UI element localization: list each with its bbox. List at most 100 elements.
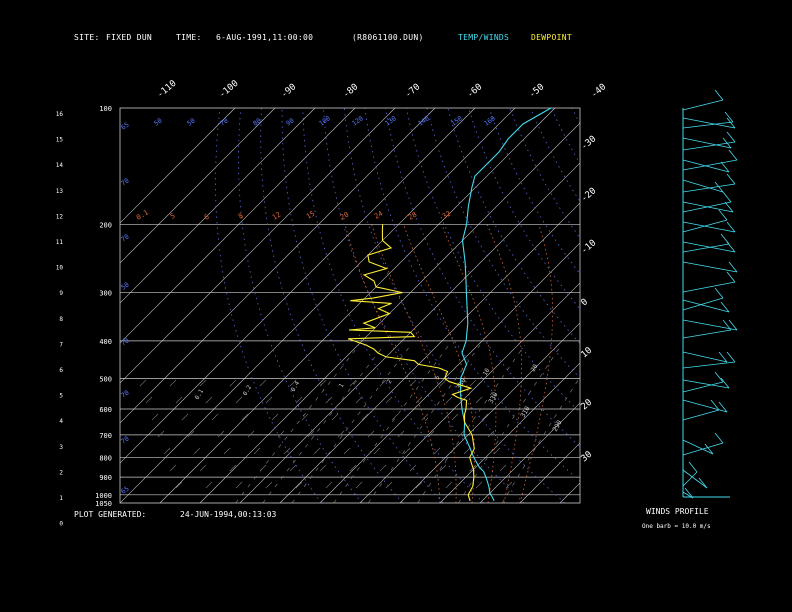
grid-dash [199,464,207,472]
isotherm [559,482,580,503]
isotherm [199,122,580,503]
upper-label: 20 [339,211,350,222]
upper-label: 12 [271,211,282,222]
wind-barb [682,243,730,253]
pressure-label: 1000 [95,492,112,500]
dry-adiabat [509,108,580,239]
grid-dash [337,430,345,438]
upper-label: 6 [203,213,211,222]
theta-top-label: 160 [483,114,497,127]
grid-dash [163,447,171,455]
wind-barb [682,361,736,369]
grid-dash [211,413,219,421]
file-id: (R8061100.DUN) [352,33,424,42]
height-tick-label: 1 [59,495,63,502]
grid-dash [325,481,333,489]
wind-barb-flag [714,181,724,193]
wind-barb [682,297,724,311]
theta-left-label: 70 [120,389,131,400]
temperature-curve [460,107,552,502]
wind-barb-flag [714,287,724,299]
grid-dash [499,464,507,472]
mixing-ratio-label: 0.2 [242,384,254,397]
grid-dash [319,464,327,472]
grid-dash [157,430,165,438]
grid-dash [199,379,207,387]
plot-area [120,108,792,503]
height-tick-label: 12 [56,213,64,220]
theta-top-label: 50 [186,117,197,128]
wind-barb [682,442,724,456]
isotherm [120,108,396,384]
moist-adiabat [519,224,553,503]
dry-adiabat [385,108,580,448]
isotherm [399,322,580,503]
mixing-ratio-line [333,344,450,503]
plot-frame [119,107,581,504]
upper-label: 0.1 [135,208,150,221]
upper-label: 28 [407,211,418,222]
top-temp-label: -80 [342,82,361,100]
site-label: SITE: [74,33,100,42]
wind-barb [682,329,732,339]
wind-barb-flag [714,89,724,101]
theta-top-label: 65 [120,121,131,132]
grid-dash [277,430,285,438]
grid-dash [319,379,327,387]
wind-barb [682,179,724,193]
isotherm [479,402,580,503]
grid-dash [289,379,297,387]
grid-dash [187,430,195,438]
mixing-ratio-label: 20 [530,363,540,373]
right-temp-label: -30 [580,134,599,152]
grid-dash [463,447,471,455]
mixing-ratio-line [291,344,412,503]
wind-barb [682,381,724,393]
grid-dash [307,430,315,438]
grid-dash [355,396,363,404]
top-temp-label: -50 [528,82,547,100]
dry-adiabat [426,108,580,379]
mixing-ratio-label: 0.1 [194,388,206,401]
grid-dash [403,447,411,455]
grid-dash [385,396,393,404]
wind-barb-flag [684,487,694,499]
wind-barb-flag [714,371,724,383]
theta-top-label: 100 [318,114,332,127]
dry-adiabat [343,108,566,503]
dry-adiabat [260,108,403,503]
isotherm [120,108,476,464]
grid-dash [265,481,273,489]
isotherm [359,282,580,503]
dry-adiabat [302,108,484,503]
grid-dash [145,396,153,404]
isotherm [120,108,276,264]
theta-left-label: 70 [120,337,131,348]
height-tick-label: 9 [59,290,63,297]
theta-label: 310 [519,405,532,419]
pressure-label: 200 [99,221,112,229]
upper-label: 24 [373,210,384,221]
wind-barb-flag [728,261,738,273]
wind-barb [682,141,736,151]
wind-barb [682,241,736,253]
wind-barb-flag [722,191,732,203]
grid-dash [175,396,183,404]
theta-label: 330 [487,391,500,405]
wind-barb-flag [714,432,724,444]
isotherm [519,442,580,503]
wind-barb [682,159,738,171]
pressure-label: 700 [99,432,112,440]
upper-label: 15 [305,210,316,221]
grid-dash [331,413,339,421]
moist-adiabat [344,224,441,503]
height-tick-label: 6 [59,367,63,374]
grid-dash [439,379,447,387]
wind-barb [682,201,732,213]
mixing-ratio-label: 5 [434,374,442,381]
grid-dash [343,447,351,455]
dry-adiabat [676,108,792,503]
wind-barb-flag [726,221,736,233]
theta-top-label: 50 [153,117,164,128]
grid-dash [385,481,393,489]
